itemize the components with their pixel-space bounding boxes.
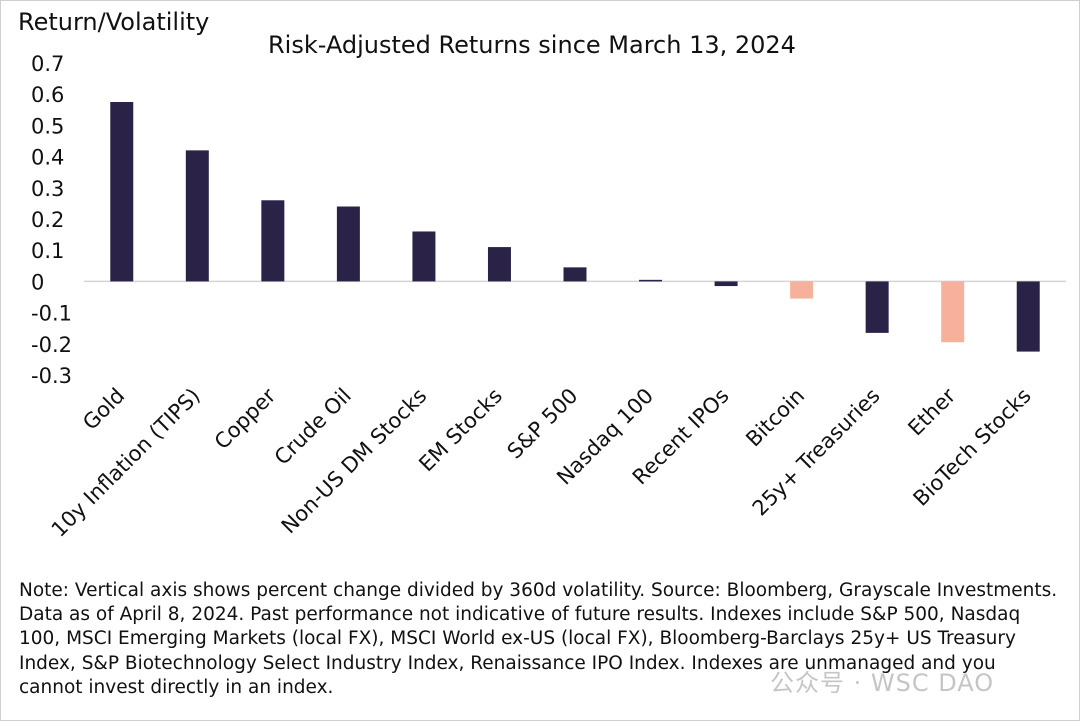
category-label: 10y Inflation (TIPS) [47,384,205,542]
category-label: 25y+ Treasuries [748,384,885,521]
bar-s-p-500 [563,267,587,282]
category-label: Non-US DM Stocks [277,384,432,539]
bar-nasdaq-100 [639,279,663,282]
bar-25y-treasuries [865,281,889,333]
category-label: Ether [903,383,960,440]
category-label: Copper [210,383,281,454]
bar-crude-oil [336,206,360,282]
y-tick-label: -0.3 [31,364,72,388]
bar-bitcoin [790,281,814,299]
y-tick-label: 0.1 [31,239,64,263]
category-label: S&P 500 [503,384,583,464]
bar-biotech-stocks [1016,281,1040,352]
category-label: Gold [78,384,129,435]
category-label: Bitcoin [741,384,809,452]
y-tick-label: 0.7 [31,52,64,76]
y-tick-label: 0.4 [31,146,64,170]
y-tick-label: -0.1 [31,302,72,326]
y-tick-label: 0.6 [31,83,64,107]
y-tick-label: 0.3 [31,177,64,201]
y-tick-label: -0.2 [31,333,72,357]
bar-10y-inflation-tips- [185,150,209,282]
y-tick-label: 0.2 [31,208,64,232]
y-tick-label: 0 [31,270,44,294]
bar-ether [941,281,965,343]
bar-non-us-dm-stocks [412,231,436,282]
y-axis-label: Return/Volatility [18,8,210,36]
y-tick-label: 0.5 [31,114,64,138]
watermark: 公众号 · WSC DAO [770,669,995,697]
bar-chart: 0.7 0.6 0.5 0.4 0.3 0.2 0.1 0 -0.1 -0.2 -0.3Gold10… [31,52,1066,542]
chart-note: Note: Vertical axis shows percent change… [19,580,1058,698]
chart-title: Risk-Adjusted Returns since March 13, 20… [268,31,796,59]
bar-recent-ipos [714,281,738,287]
bar-gold [110,102,134,282]
bar-em-stocks [487,247,511,282]
bar-copper [261,200,285,282]
